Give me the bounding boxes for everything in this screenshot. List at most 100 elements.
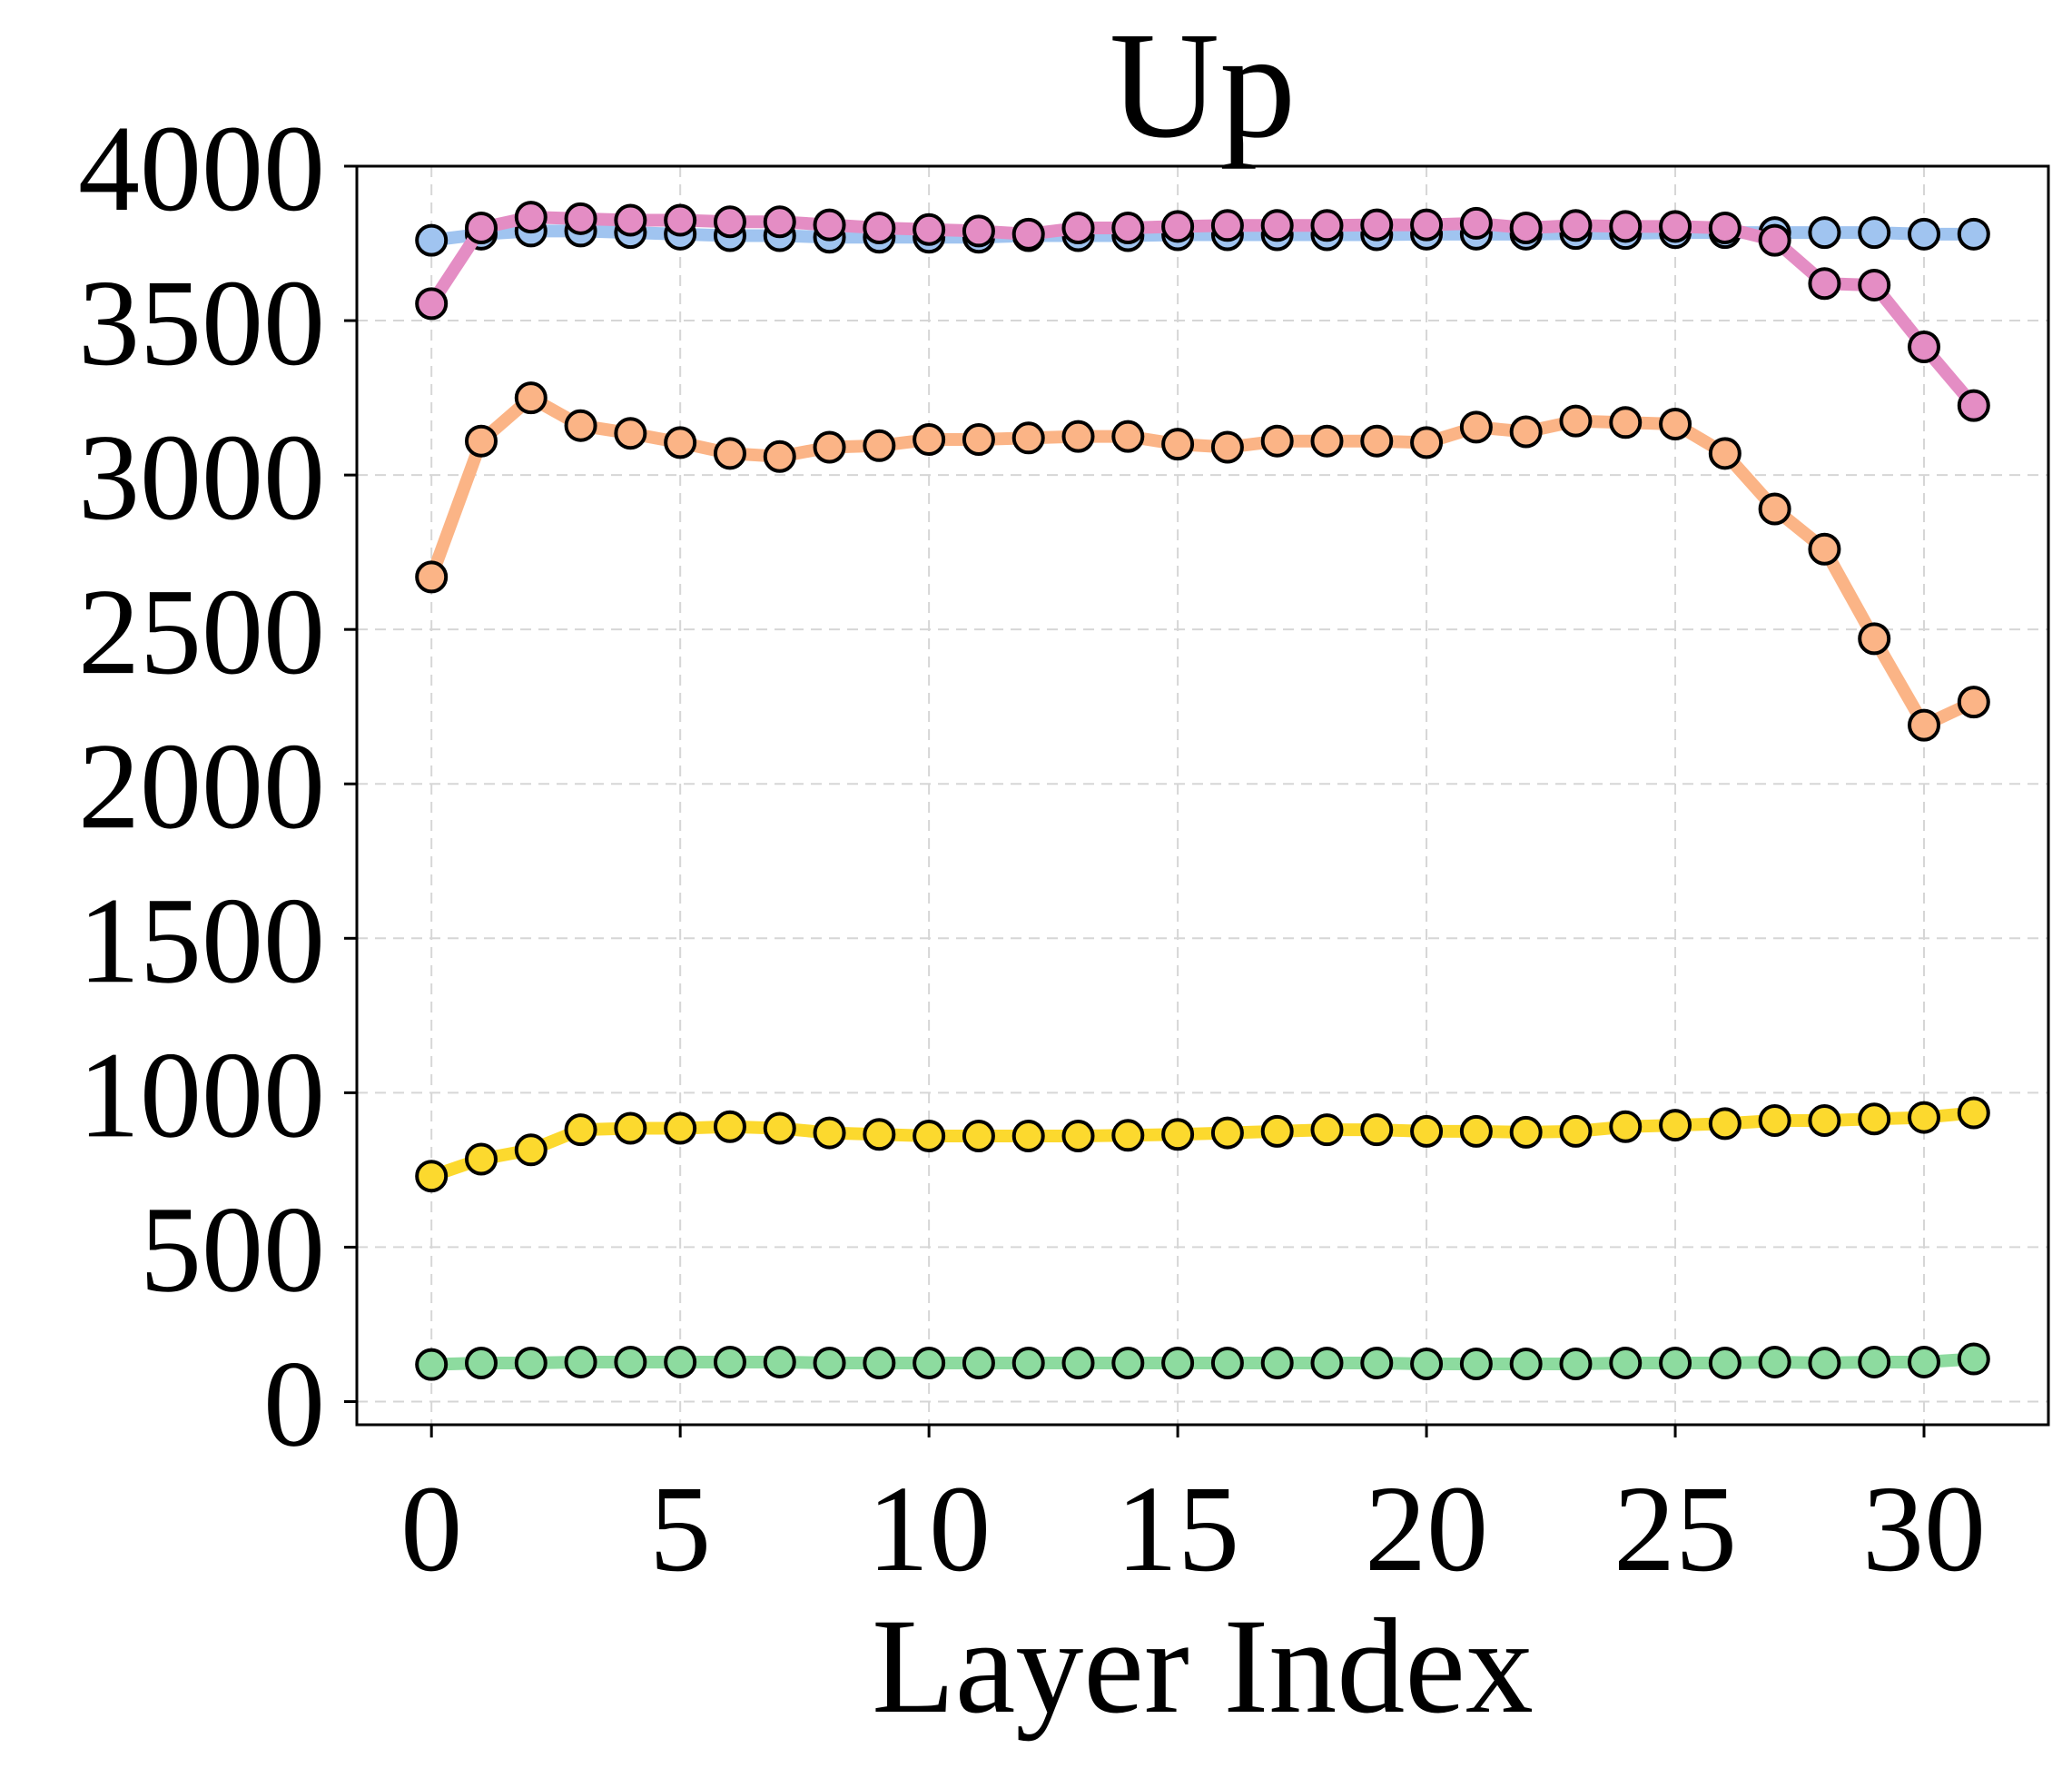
data-point [1210,430,1244,464]
series-4 [415,1096,1990,1193]
data-point [713,1110,746,1143]
data-point [1908,1101,1941,1134]
x-tick-label: 30 [1862,1461,1986,1597]
data-point [464,424,498,458]
data-point [1310,1113,1344,1147]
x-tick-label: 15 [1116,1461,1239,1597]
data-point [1708,437,1741,470]
data-point [415,287,449,321]
data-point [1061,1119,1095,1152]
data-point [1161,1346,1195,1379]
data-point [614,1111,647,1145]
data-point [1908,1345,1941,1378]
x-tick-label: 10 [867,1461,991,1597]
data-point [1111,1119,1145,1152]
x-tick-label: 25 [1613,1461,1737,1597]
data-point [1061,1346,1095,1379]
y-tick-label: 2000 [78,718,325,854]
x-axis-label: Layer Index [872,1591,1534,1742]
data-point [962,423,995,457]
y-tick-label: 3000 [78,410,325,546]
data-point [1509,1347,1543,1380]
x-tick-label: 0 [400,1461,462,1597]
series-2 [415,201,1990,422]
data-point [1858,1102,1891,1136]
data-point [1210,209,1244,242]
data-point [713,1345,746,1378]
data-point [813,430,846,464]
data-point [1509,212,1543,245]
y-tick-label: 2500 [78,564,325,700]
series-line [425,1106,1980,1183]
data-point [1957,389,1990,422]
data-point [1111,420,1145,453]
grid-lines [357,165,2048,1425]
data-point [664,1111,697,1145]
data-point [1957,686,1990,719]
data-point [464,212,498,245]
data-point [913,212,946,246]
data-point [1210,1116,1244,1150]
data-point [464,1142,498,1176]
y-tick-label: 4000 [78,101,325,237]
data-point [614,203,647,237]
data-point [1410,1114,1444,1148]
data-point [1360,208,1394,242]
chart-title: Up [1110,1,1296,170]
data-point [763,1111,796,1145]
data-point [813,208,846,242]
data-point [564,1345,597,1378]
data-point [1410,1347,1444,1380]
data-point [1061,420,1095,453]
data-point [1808,532,1841,566]
data-point [514,381,548,415]
y-tick-label: 500 [140,1181,325,1318]
data-point [1260,424,1294,458]
data-point [1310,209,1344,242]
y-tick-label: 1000 [78,1027,325,1163]
data-point [1509,1115,1543,1149]
data-point [1808,1346,1841,1379]
data-point [1410,208,1444,242]
data-point [763,205,796,239]
data-point [1858,268,1891,301]
data-point [1509,415,1543,449]
data-point [1758,1103,1791,1137]
series-line [425,391,1980,732]
data-point [1908,708,1941,742]
data-point [614,1345,647,1378]
data-point [1908,330,1941,363]
data-point [1559,1347,1593,1380]
data-point [863,429,896,462]
data-point [713,205,746,239]
data-point [1011,1119,1045,1152]
data-point [1260,1114,1294,1148]
data-point [1858,622,1891,656]
data-point [1858,216,1891,250]
data-point [1659,1346,1692,1379]
data-point [1310,424,1344,458]
data-point [564,409,597,442]
data-point [1957,217,1990,251]
data-point [1161,428,1195,461]
data-point [664,426,697,459]
data-point [1708,1346,1741,1379]
data-point [1908,217,1941,251]
data-point [1410,426,1444,459]
series-group [415,201,1990,1381]
data-point [1559,404,1593,438]
data-point [962,1119,995,1152]
data-point [1459,1114,1493,1148]
data-point [1459,410,1493,444]
data-point [464,1346,498,1379]
data-point [514,1133,548,1167]
data-point [1011,421,1045,455]
data-point [1260,1346,1294,1379]
data-point [1609,1346,1643,1379]
data-point [614,417,647,450]
data-point [1758,223,1791,257]
data-point [1957,1096,1990,1130]
data-point [1459,206,1493,240]
data-point [1957,1342,1990,1376]
